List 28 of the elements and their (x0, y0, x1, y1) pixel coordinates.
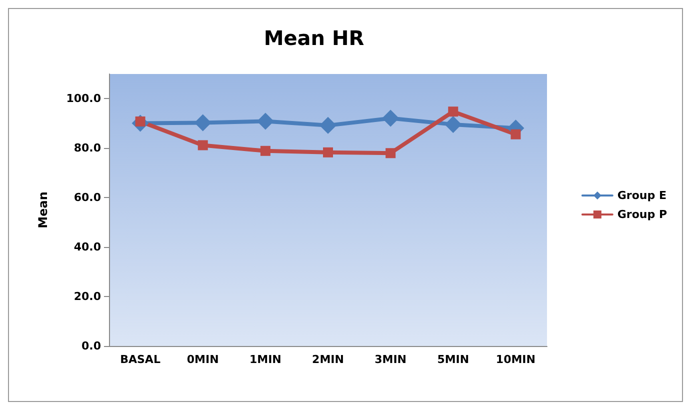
x-tick-label: BASAL (120, 353, 160, 366)
x-tick-label: 2MIN (312, 353, 344, 366)
x-tick-label: 10MIN (496, 353, 536, 366)
y-tick-label: 40.0 (74, 240, 102, 254)
y-tick-label: 100.0 (66, 92, 102, 106)
y-tick-label: 60.0 (74, 191, 102, 204)
point (448, 106, 458, 117)
x-tick-label: 1MIN (249, 353, 282, 366)
x-tick-label: 0MIN (186, 353, 219, 366)
point (323, 147, 333, 158)
point (386, 148, 396, 158)
point (382, 110, 400, 127)
y-tick-label: 80.0 (74, 142, 102, 155)
point (194, 114, 212, 132)
point (444, 116, 462, 133)
y-tick-label: 20.0 (74, 290, 102, 304)
point (320, 116, 336, 134)
y-axis-title: Mean (36, 192, 50, 228)
x-tick-label: 5MIN (437, 353, 470, 366)
legend-label: Group E (617, 189, 666, 202)
point (198, 140, 208, 150)
chart-title: Mean HR (264, 26, 364, 50)
legend-label: Group P (617, 208, 667, 221)
point (510, 129, 521, 140)
point (260, 146, 270, 156)
point (256, 112, 274, 130)
y-tick-label: 0.0 (82, 340, 102, 352)
x-tick-label: 3MIN (374, 353, 407, 366)
